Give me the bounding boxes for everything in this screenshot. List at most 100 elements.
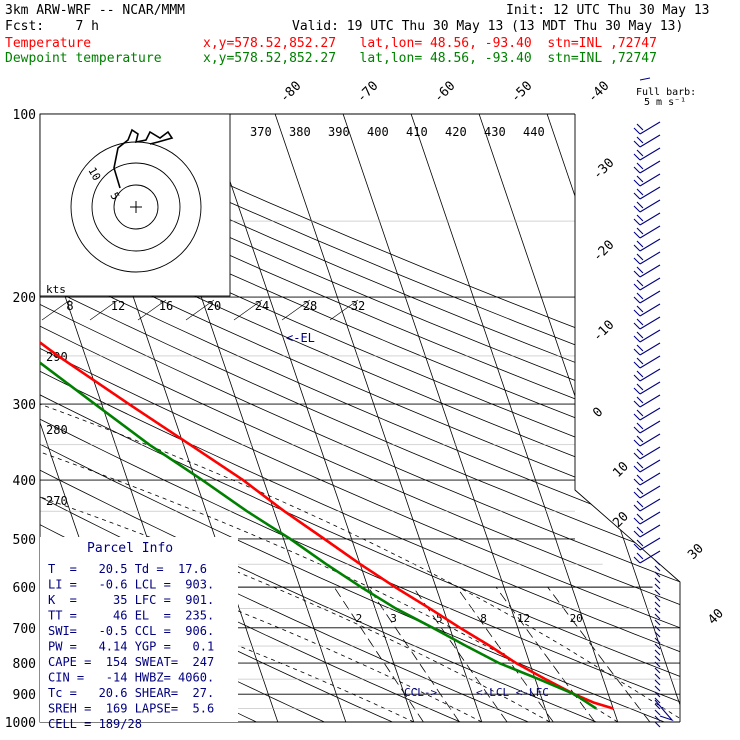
- wind-barb-staff: [639, 537, 661, 551]
- wind-barb-staff: [639, 381, 661, 395]
- parcel-info-row: CAPE = 154 SWEAT= 247: [48, 655, 214, 669]
- parcel-box-bg: [40, 537, 238, 722]
- wind-barb-staff: [639, 498, 661, 512]
- isotherm-line: [274, 114, 483, 722]
- wind-barb-staff-low: [654, 625, 661, 632]
- theta-label-top: 370: [250, 125, 272, 139]
- wind-barb-staff: [639, 368, 661, 382]
- wind-barb-flag: [636, 357, 644, 365]
- parcel-annotations: <-EL CCL-> <-LCL <-LFC: [286, 331, 549, 699]
- wind-barb-flag: [633, 465, 641, 473]
- wind-barb-flag: [636, 344, 644, 352]
- temperature-location: x,y=578.52,852.27 lat,lon= 48.56, -93.40…: [203, 36, 657, 51]
- parcel-info-row: LI = -0.6 LCL = 903.: [48, 578, 214, 592]
- wind-barb-flag: [633, 400, 641, 408]
- hodograph-units-label: kts: [46, 283, 66, 296]
- wind-barb-flag: [633, 309, 641, 317]
- wind-barb-flag: [636, 162, 644, 170]
- wind-barb-staff-low: [654, 703, 661, 710]
- mixing-ratio-label: 5: [436, 612, 443, 625]
- mixing-ratio-line: [367, 586, 460, 722]
- lcl-lfc-annotation: <-LCL <-LFC: [476, 686, 549, 699]
- theta-label-left: 290: [46, 350, 68, 364]
- mixing-ratio-label: 2: [356, 612, 363, 625]
- wind-barb-staff: [639, 147, 661, 161]
- wind-barb-staff: [639, 394, 661, 408]
- hodo-speed-tick: [41, 299, 71, 321]
- wind-barb-staff-low: [654, 679, 661, 686]
- wind-barb-flag: [633, 543, 641, 551]
- wind-barb-flag: [633, 478, 641, 486]
- hodo-speed-label: 20: [207, 299, 221, 313]
- wind-barb-flag: [636, 214, 644, 222]
- wind-barb-flag: [636, 136, 644, 144]
- wind-barb-staff: [639, 303, 661, 317]
- wind-barb-flag: [636, 435, 644, 443]
- parcel-info-row: CIN = -14 HWBZ= 4060.: [48, 671, 214, 685]
- wind-barb-staff: [639, 251, 661, 265]
- wind-barb-staff-low: [654, 631, 661, 638]
- barb-legend-units: 5 m s⁻¹: [644, 97, 686, 108]
- forecast-hour: Fcst: 7 h: [5, 19, 99, 34]
- hodo-speed-label: 12: [111, 299, 125, 313]
- parcel-info-row: Tc = 20.6 SHEAR= 27.: [48, 686, 214, 700]
- wind-barb-flag: [636, 279, 644, 287]
- barb-legend-sample: [639, 77, 651, 81]
- mixing-ratio-line: [547, 586, 651, 722]
- wind-barb-flag: [633, 127, 641, 135]
- hodograph-trace: [113, 128, 174, 189]
- wind-barb-staff-low: [654, 571, 661, 578]
- wind-barb-staff: [639, 550, 661, 564]
- wind-barb-flag: [636, 123, 644, 131]
- isotherm-label-right: 30: [685, 541, 707, 563]
- wind-barb-staff: [639, 446, 661, 460]
- wind-barb-flag: [633, 270, 641, 278]
- wind-barb-staff-low: [654, 607, 661, 614]
- wind-barb-staff: [639, 199, 661, 213]
- theta-label-top: 410: [406, 125, 428, 139]
- parcel-info-row: SWI= -0.5 CCL = 906.: [48, 624, 214, 638]
- wind-barb-flag: [636, 461, 644, 469]
- wind-barb-staff: [639, 264, 661, 278]
- wind-barb-flag: [636, 266, 644, 274]
- wind-barb-flag: [636, 383, 644, 391]
- wind-barb-flag: [633, 140, 641, 148]
- pressure-tick-label: 800: [13, 657, 36, 672]
- plot-frame-right: [574, 114, 681, 722]
- mixing-ratio-lines: [333, 586, 651, 722]
- wind-barb-staff-low: [654, 655, 661, 662]
- wind-barb-flag: [633, 439, 641, 447]
- wind-barb-flag: [636, 175, 644, 183]
- wind-barb-staff-low: [654, 691, 661, 698]
- wind-barb-flag: [636, 539, 644, 547]
- wind-barb-flag: [633, 218, 641, 226]
- init-time: Init: 12 UTC Thu 30 May 13: [506, 3, 710, 18]
- wind-barb-staff-low: [654, 559, 661, 566]
- wind-barb-staff-low: [654, 649, 661, 656]
- wind-barb-flag: [633, 530, 641, 538]
- wind-barb-staff: [639, 511, 661, 525]
- parcel-info-row: TT = 46 EL = 235.: [48, 609, 214, 623]
- wind-barb-flag: [633, 153, 641, 161]
- wind-barb-staff: [639, 316, 661, 330]
- mixing-ratio-label: 3: [390, 612, 397, 625]
- moist-adiabat-line: [40, 296, 414, 722]
- wind-barb-flag: [636, 149, 644, 157]
- hodo-speed-label: 32: [351, 299, 365, 313]
- isotherm-line: [478, 114, 680, 722]
- wind-barb-flag: [636, 227, 644, 235]
- isotherm-label-right: 20: [610, 509, 632, 531]
- wind-barb-staff-low: [654, 697, 661, 704]
- wind-barb-staff-low: [654, 583, 661, 590]
- wind-barb-staff: [639, 290, 661, 304]
- pressure-tick-label: 400: [13, 474, 36, 489]
- hodo-speed-tick: [233, 299, 263, 321]
- wind-barb-flag: [633, 179, 641, 187]
- mixing-ratio-label: 12: [517, 612, 530, 625]
- wind-barb-flag: [633, 556, 641, 564]
- parcel-info-row: T = 20.5 Td = 17.6: [48, 562, 207, 576]
- wind-barb-staff: [639, 355, 661, 369]
- isotherm-label-right: 40: [705, 606, 727, 628]
- mixing-ratio-label: 8: [480, 612, 487, 625]
